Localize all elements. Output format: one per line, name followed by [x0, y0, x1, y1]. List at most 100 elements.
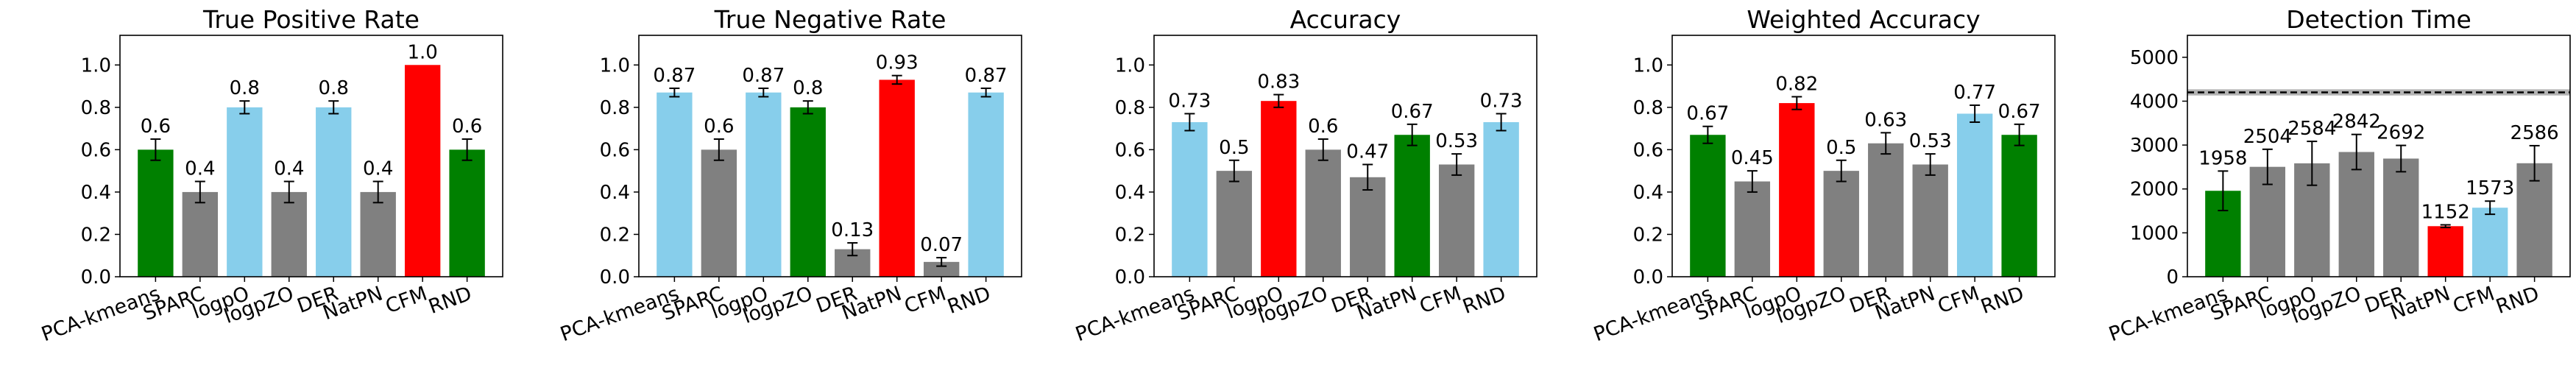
bar-PCA-kmeans — [138, 149, 174, 277]
x-tick-label: RND — [425, 282, 475, 319]
y-tick-label: 0.2 — [81, 224, 111, 246]
chart-panel-4: Weighted Accuracy0.670.450.820.50.630.53… — [1590, 5, 2056, 346]
data-label: 0.93 — [876, 52, 919, 74]
data-label: 0.8 — [793, 77, 823, 99]
bar-SPARC — [701, 149, 737, 277]
bar-RND — [449, 149, 485, 277]
data-label: 0.87 — [965, 65, 1008, 87]
data-label: 0.4 — [185, 158, 215, 180]
y-tick-label: 0.8 — [1115, 97, 1145, 119]
data-label: 0.4 — [363, 158, 393, 180]
x-tick-label: CFM — [383, 282, 431, 318]
data-label: 0.13 — [831, 219, 874, 241]
bar-logpZO — [1823, 171, 1859, 277]
data-label: 1573 — [2466, 177, 2514, 199]
y-tick-label: 0.0 — [1633, 266, 1663, 289]
bar-logpZO — [790, 107, 826, 277]
y-tick-label: 0 — [2166, 266, 2179, 289]
data-label: 0.07 — [920, 234, 963, 256]
bar-CFM — [923, 261, 960, 277]
y-tick-label: 0.2 — [1115, 224, 1145, 246]
data-label: 0.47 — [1346, 141, 1389, 163]
bar-logpO — [1261, 101, 1297, 277]
x-tick-label: RND — [944, 282, 994, 319]
bar-PCA-kmeans — [1172, 121, 1208, 277]
data-label: 0.67 — [1998, 101, 2041, 123]
data-label: 2586 — [2510, 122, 2559, 144]
bar-SPARC — [1734, 181, 1771, 277]
bar-NatPN — [360, 191, 396, 277]
y-tick-label: 0.4 — [1115, 182, 1145, 204]
bar-PCA-kmeans — [1690, 135, 1726, 277]
data-label: 2584 — [2287, 118, 2336, 140]
x-tick-label: RND — [2493, 282, 2542, 319]
data-label: 0.5 — [1826, 137, 1856, 159]
y-tick-label: 0.8 — [81, 97, 111, 119]
data-label: 0.45 — [1731, 147, 1774, 169]
data-label: 1.0 — [407, 41, 437, 63]
data-label: 0.73 — [1480, 90, 1523, 112]
x-tick-label: RND — [1978, 282, 2027, 319]
y-tick-label: 0.0 — [1115, 266, 1145, 289]
data-label: 0.53 — [1435, 130, 1478, 152]
bar-RND — [2516, 163, 2552, 277]
y-tick-label: 5000 — [2130, 47, 2179, 69]
data-label: 1958 — [2198, 147, 2247, 169]
bar-DER — [1350, 177, 1386, 277]
data-label: 0.82 — [1775, 73, 1818, 95]
chart-title: Accuracy — [1290, 5, 1401, 34]
y-tick-label: 0.2 — [600, 224, 630, 246]
bar-DER — [2383, 158, 2419, 277]
chart-panel-2: True Negative Rate 0.87 0.6 0.87 0.8 0.13 0.93… — [557, 5, 1022, 346]
chart-title: Weighted Accuracy — [1747, 5, 1980, 34]
bar-NatPN — [879, 79, 915, 277]
data-label: 0.6 — [1308, 116, 1338, 138]
data-label: 0.73 — [1168, 90, 1211, 112]
data-label: 0.5 — [1219, 137, 1249, 159]
bar-CFM — [1956, 113, 1993, 277]
plot-frame — [1671, 35, 2056, 277]
x-tick-label: RND — [1459, 282, 1509, 319]
y-tick-label: 1.0 — [600, 54, 630, 77]
bar-logpZO — [1305, 149, 1341, 277]
bar-SPARC — [1216, 171, 1253, 277]
bar-DER — [1868, 143, 1904, 277]
data-label: 0.87 — [742, 65, 785, 87]
chart-panel-1: True Positive Rate 0.6 0.4 0.8 0.4 0.8 0.4 1.0 0… — [38, 5, 503, 346]
chart-title: True Negative Rate — [714, 5, 946, 34]
data-label: 0.67 — [1686, 103, 1729, 125]
data-label: 0.63 — [1864, 109, 1907, 131]
plot-frame — [2187, 35, 2571, 277]
bar-logpO — [746, 92, 782, 277]
bar-SPARC — [2249, 166, 2286, 277]
y-tick-label: 0.6 — [81, 139, 111, 161]
data-label: 0.6 — [141, 116, 171, 138]
y-tick-label: 1.0 — [1115, 54, 1145, 77]
data-label: 0.8 — [319, 77, 349, 99]
data-label: 2842 — [2332, 111, 2381, 133]
plot-frame — [638, 35, 1022, 277]
bar-NatPN — [2427, 226, 2463, 277]
bar-RND — [2001, 135, 2037, 277]
bar-PCA-kmeans — [657, 92, 693, 277]
data-label: 0.67 — [1391, 101, 1434, 123]
bar-NatPN — [1394, 135, 1430, 277]
y-tick-label: 4000 — [2130, 91, 2179, 113]
chart-panel-3: Accuracy0.730.50.830.60.470.670.530.730.… — [1072, 5, 1538, 346]
bar-CFM — [1438, 164, 1475, 277]
y-tick-label: 0.8 — [600, 97, 630, 119]
y-tick-label: 0.2 — [1633, 224, 1663, 246]
data-label: 0.6 — [704, 116, 734, 138]
data-label: 0.77 — [1953, 82, 1996, 104]
y-tick-label: 0.4 — [600, 182, 630, 204]
data-label: 0.4 — [274, 158, 304, 180]
plot-frame — [119, 35, 503, 277]
bar-DER — [316, 107, 352, 277]
y-tick-label: 0.6 — [1115, 139, 1145, 161]
bar-CFM — [2471, 208, 2508, 277]
data-label: 0.83 — [1257, 71, 1300, 93]
y-tick-label: 0.6 — [600, 139, 630, 161]
x-tick-label: CFM — [2450, 282, 2498, 318]
